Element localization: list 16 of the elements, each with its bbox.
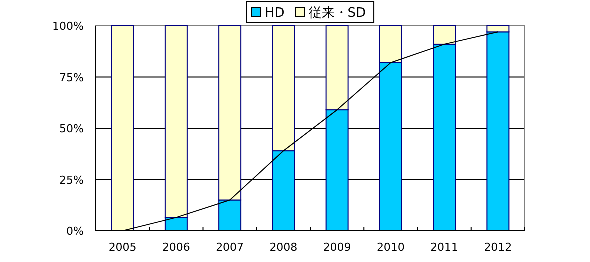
legend-label: 従来・SD [308, 6, 366, 21]
x-tick-label: 2007 [216, 241, 244, 254]
x-tick-label: 2009 [323, 241, 352, 254]
y-tick-label: 50% [60, 122, 84, 136]
x-tick-label: 2005 [108, 241, 137, 254]
bar [111, 26, 134, 232]
y-tick-label: 100% [52, 20, 84, 33]
legend-label: HD [264, 6, 285, 21]
x-tick-label: 2012 [484, 241, 512, 254]
x-tick-label: 2006 [162, 241, 190, 254]
y-tick-label: 0% [66, 225, 84, 238]
y-tick-label: 75% [60, 71, 84, 84]
x-tick-label: 2010 [376, 241, 405, 254]
x-tick-label: 2008 [270, 241, 298, 254]
y-tick-label: 25% [60, 174, 84, 187]
x-tick-label: 2011 [430, 241, 459, 254]
